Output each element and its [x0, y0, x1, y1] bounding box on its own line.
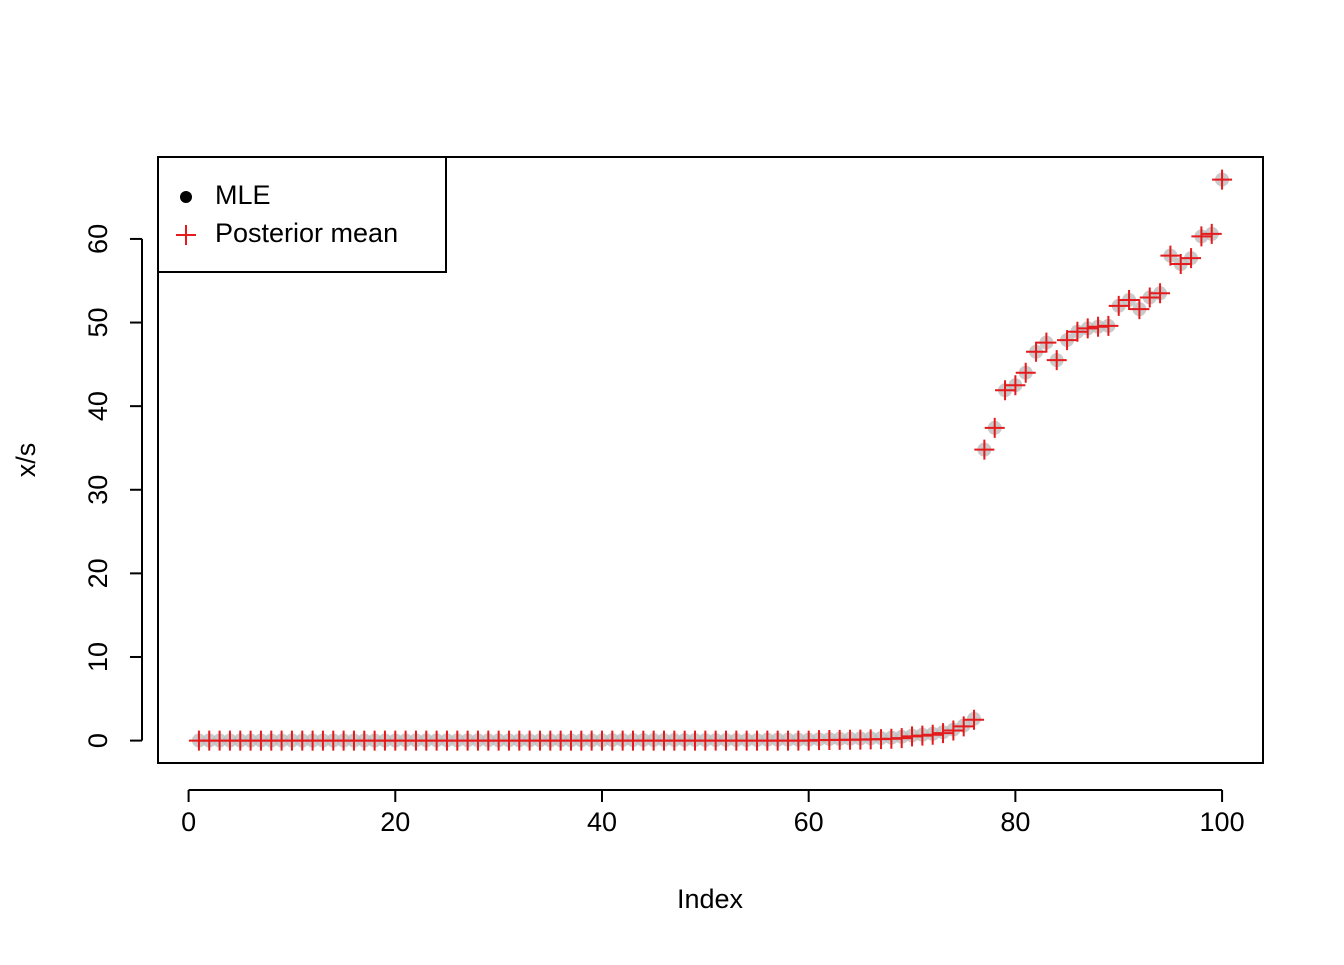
posterior-point: [1015, 362, 1036, 383]
posterior-point: [1057, 330, 1078, 351]
posterior-point: [1129, 299, 1150, 320]
x-tick-label: 80: [1000, 807, 1030, 837]
posterior-point: [1170, 254, 1191, 275]
posterior-point: [1098, 315, 1119, 336]
legend-box: [157, 156, 447, 273]
y-axis-label: x/s: [11, 443, 41, 478]
x-tick-label: 20: [380, 807, 410, 837]
posterior-point: [1212, 169, 1233, 190]
posterior-point: [1005, 375, 1026, 396]
y-tick-label: 10: [83, 642, 113, 672]
x-tick-label: 60: [794, 807, 824, 837]
posterior-point: [953, 716, 974, 737]
y-tick-label: 50: [83, 308, 113, 338]
y-tick-label: 0: [83, 733, 113, 748]
posterior-point: [995, 380, 1016, 401]
posterior-point: [984, 417, 1005, 438]
posterior-point: [974, 439, 995, 460]
posterior-point: [1026, 341, 1047, 362]
y-tick-label: 20: [83, 558, 113, 588]
y-tick-label: 30: [83, 475, 113, 505]
legend-label: MLE: [215, 180, 271, 210]
posterior-point: [1046, 350, 1067, 371]
posterior-point: [1077, 318, 1098, 339]
legend-marker: [180, 191, 192, 203]
posterior-point: [1108, 295, 1129, 316]
posterior-point: [1067, 321, 1088, 342]
posterior-point: [943, 720, 964, 741]
posterior-point: [891, 728, 912, 749]
posterior-point: [922, 724, 943, 745]
x-tick-label: 0: [181, 807, 196, 837]
posterior-point: [1139, 287, 1160, 308]
posterior-point: [933, 723, 954, 744]
posterior-point: [1160, 245, 1181, 266]
posterior-point: [1191, 226, 1212, 247]
posterior-point: [1119, 289, 1140, 310]
posterior-point: [964, 709, 985, 730]
posterior-point: [1201, 223, 1222, 244]
posterior-point: [1036, 332, 1057, 353]
posterior-point: [1181, 248, 1202, 269]
y-tick-label: 60: [83, 224, 113, 254]
posterior-point: [1150, 283, 1171, 304]
plot-frame: [157, 156, 1264, 764]
x-tick-label: 40: [587, 807, 617, 837]
legend-marker: [176, 225, 196, 245]
y-tick-label: 40: [83, 391, 113, 421]
x-tick-label: 100: [1200, 807, 1245, 837]
legend-label: Posterior mean: [215, 218, 398, 248]
x-axis-label: Index: [677, 884, 744, 914]
